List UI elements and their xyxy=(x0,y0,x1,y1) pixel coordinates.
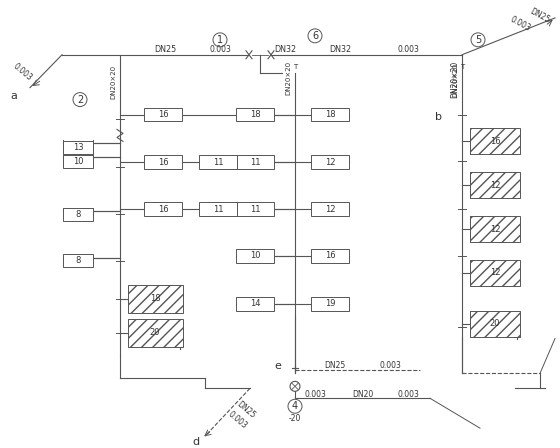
Text: 18: 18 xyxy=(325,110,335,119)
Bar xyxy=(236,297,274,310)
Bar xyxy=(311,249,349,263)
Text: 12: 12 xyxy=(325,205,335,214)
Bar xyxy=(470,129,520,154)
Text: T: T xyxy=(460,64,464,70)
Bar xyxy=(236,202,274,216)
Text: 16: 16 xyxy=(325,251,335,260)
Bar xyxy=(63,141,93,154)
Text: 8: 8 xyxy=(75,256,81,265)
Text: 11: 11 xyxy=(250,158,260,167)
Text: 0.003: 0.003 xyxy=(226,410,248,431)
Text: 16: 16 xyxy=(158,205,169,214)
Text: 0.003: 0.003 xyxy=(209,45,231,54)
Text: DN25: DN25 xyxy=(154,45,176,54)
Text: 18: 18 xyxy=(150,294,160,303)
Text: DN32: DN32 xyxy=(329,45,351,54)
Text: DN20×20: DN20×20 xyxy=(110,65,116,99)
Bar xyxy=(236,155,274,169)
Bar xyxy=(470,172,520,198)
Text: DN20: DN20 xyxy=(352,390,374,399)
Bar xyxy=(144,155,182,169)
Text: T: T xyxy=(293,64,297,70)
Text: 0.003: 0.003 xyxy=(11,61,33,82)
Text: DN20×20: DN20×20 xyxy=(450,61,460,98)
Bar xyxy=(199,155,237,169)
Text: 0.003: 0.003 xyxy=(508,15,532,33)
Text: 10: 10 xyxy=(250,251,260,260)
Text: DN25: DN25 xyxy=(529,7,552,25)
Bar xyxy=(63,155,93,168)
Text: 18: 18 xyxy=(250,110,260,119)
Text: 2: 2 xyxy=(77,95,83,104)
Text: 12: 12 xyxy=(490,224,500,233)
Text: 0.003: 0.003 xyxy=(397,390,419,399)
Bar xyxy=(144,108,182,121)
Text: 0.003: 0.003 xyxy=(379,361,401,370)
Text: 14: 14 xyxy=(250,299,260,308)
Text: 16: 16 xyxy=(158,110,169,119)
Bar xyxy=(236,249,274,263)
Text: 11: 11 xyxy=(213,158,223,167)
Text: 16: 16 xyxy=(158,158,169,167)
Bar xyxy=(199,202,237,216)
Text: 12: 12 xyxy=(490,268,500,277)
Bar xyxy=(470,310,520,336)
Bar xyxy=(311,202,349,216)
Text: DN20×20: DN20×20 xyxy=(285,60,291,95)
Text: 0.003: 0.003 xyxy=(397,45,419,54)
Bar xyxy=(311,155,349,169)
Text: 4: 4 xyxy=(292,401,298,411)
Text: 12: 12 xyxy=(325,158,335,167)
Bar xyxy=(128,285,183,313)
Text: 11: 11 xyxy=(250,205,260,214)
Text: 16: 16 xyxy=(489,137,500,146)
Bar xyxy=(128,319,183,346)
Text: DN20×20: DN20×20 xyxy=(452,63,458,97)
Text: 20: 20 xyxy=(490,319,500,328)
Bar xyxy=(63,207,93,220)
Text: d: d xyxy=(193,437,199,447)
Text: e: e xyxy=(274,362,282,371)
Text: 0.003: 0.003 xyxy=(304,390,326,399)
Text: DN25: DN25 xyxy=(235,400,257,421)
Bar xyxy=(63,254,93,267)
Bar xyxy=(311,297,349,310)
Bar xyxy=(311,108,349,121)
Text: -20: -20 xyxy=(289,414,301,423)
Text: 8: 8 xyxy=(75,210,81,219)
Text: a: a xyxy=(11,90,17,101)
Text: 13: 13 xyxy=(73,143,83,152)
Text: DN32: DN32 xyxy=(274,45,296,54)
Text: 10: 10 xyxy=(73,157,83,166)
Text: 1: 1 xyxy=(217,35,223,45)
Bar xyxy=(470,216,520,242)
Bar xyxy=(144,202,182,216)
Text: 5: 5 xyxy=(475,35,481,45)
Bar xyxy=(236,108,274,121)
Text: DN25: DN25 xyxy=(324,361,346,370)
Text: 19: 19 xyxy=(325,299,335,308)
Text: 12: 12 xyxy=(490,181,500,190)
Text: 20: 20 xyxy=(150,328,160,337)
Text: b: b xyxy=(435,112,441,122)
Text: 11: 11 xyxy=(213,205,223,214)
Text: 6: 6 xyxy=(312,31,318,41)
Bar xyxy=(470,260,520,286)
